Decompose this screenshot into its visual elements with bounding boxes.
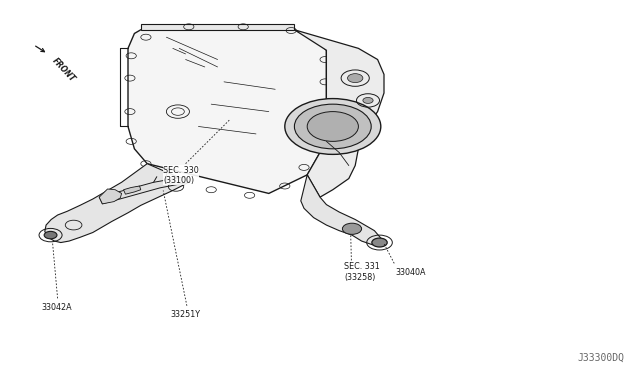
Circle shape xyxy=(363,97,373,103)
Polygon shape xyxy=(99,177,189,204)
Circle shape xyxy=(372,238,387,247)
Polygon shape xyxy=(45,164,189,243)
Circle shape xyxy=(342,223,362,234)
Text: J33300DQ: J33300DQ xyxy=(577,353,624,363)
Circle shape xyxy=(294,104,371,149)
Polygon shape xyxy=(124,186,141,194)
Polygon shape xyxy=(294,30,384,197)
Text: SEC. 331
(33258): SEC. 331 (33258) xyxy=(344,262,380,282)
Text: 33042A: 33042A xyxy=(41,303,72,312)
Circle shape xyxy=(44,231,57,239)
Polygon shape xyxy=(141,24,294,30)
Circle shape xyxy=(285,99,381,154)
Circle shape xyxy=(348,74,363,83)
Polygon shape xyxy=(301,175,381,245)
Circle shape xyxy=(307,112,358,141)
Text: FRONT: FRONT xyxy=(50,57,76,84)
Polygon shape xyxy=(128,30,326,193)
Text: 33040A: 33040A xyxy=(396,268,426,277)
Text: 33251Y: 33251Y xyxy=(171,310,200,318)
Polygon shape xyxy=(99,189,122,204)
Text: SEC. 330
(33100): SEC. 330 (33100) xyxy=(163,166,199,185)
